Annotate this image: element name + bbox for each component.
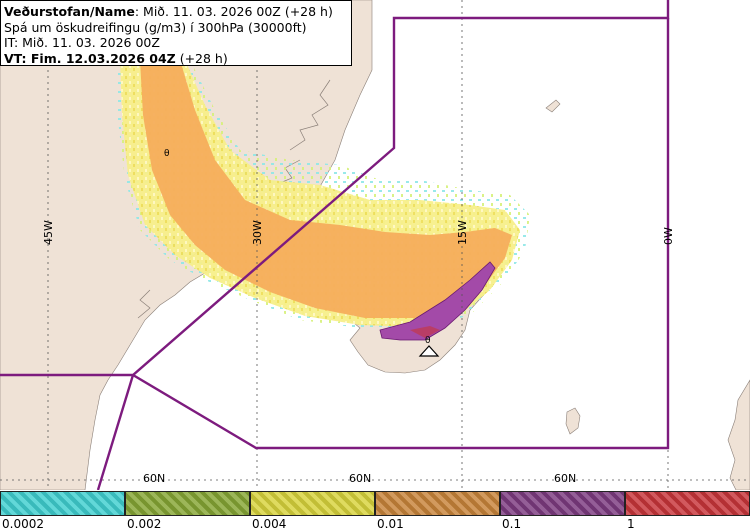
norway-coast [727,379,750,490]
legend-tick-label-0: 0.0002 [2,517,44,531]
info-line-description: Spá um öskudreifingu (g/m3) í 300hPa (30… [4,19,307,35]
issuer-label: Veðurstofan/Name [4,4,135,19]
legend-swatch-4 [500,491,625,516]
legend-tick-label-4: 0.1 [502,517,522,531]
valid-time-label: VT: Fim. 12.03.2026 04Z [4,50,176,66]
ash-core-orange [140,60,512,318]
parallel-label-60n-east: 60N [554,472,576,485]
legend-swatch-3 [375,491,500,516]
faroe-islands [565,407,581,435]
legend-tick-label-2: 0.004 [252,517,287,531]
legend-swatch-5 [625,491,750,516]
ash-peak-red [410,326,440,338]
legend-tick-label-3: 0.01 [377,517,404,531]
parallel-label-60n-west: 60N [143,472,165,485]
info-line-issuer: Veðurstofan/Name: Mið. 11. 03. 2026 00Z … [4,4,351,20]
legend-swatch-0 [0,491,125,516]
meridian-label-0w: 0W [662,227,675,245]
info-line-valid-time: VT: Fim. 12.03.2026 04Z (+28 h) [4,51,351,67]
valid-time-suffix: (+28 h) [175,50,228,66]
fir-boundary [0,0,670,490]
source-marker-greenland: θ [164,149,170,159]
meridian-label-30w: 30W [251,220,264,245]
info-line-issue-time: IT: Mið. 11. 03. 2026 00Z [4,35,160,50]
legend-swatch-1 [125,491,250,516]
source-marker-iceland: θ [425,336,431,346]
meridian-label-15w: 15W [456,220,469,245]
issuer-value: : Mið. 11. 03. 2026 00Z (+28 h) [134,4,333,19]
jan-mayen-island [545,99,561,113]
ash-dispersion-map: 45W 30W 15W 0W 60N 60N 60N θ θ [0,0,750,490]
legend-swatch-2 [250,491,375,516]
parallel-label-60n-center: 60N [349,472,371,485]
ash-peak-purple [379,261,496,341]
concentration-legend: 0.0002 0.002 0.004 0.01 0.1 1 [0,490,750,532]
forecast-info-box: Veðurstofan/Name: Mið. 11. 03. 2026 00Z … [0,0,352,66]
legend-tick-label-1: 0.002 [127,517,162,531]
legend-tick-label-5: 1 [627,517,635,531]
volcano-triangle-icon [418,345,440,357]
meridian-label-45w: 45W [42,220,55,245]
